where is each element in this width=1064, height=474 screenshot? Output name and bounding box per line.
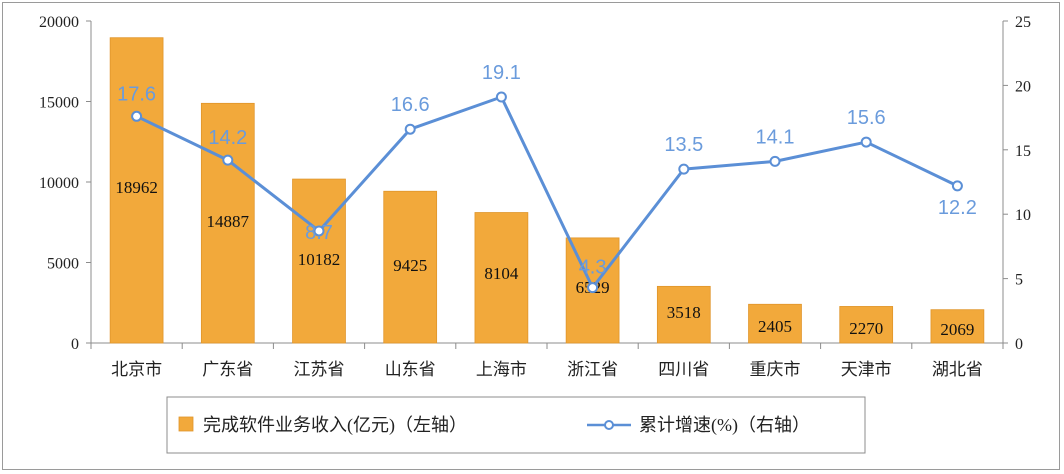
bar-data-label: 2270 — [849, 319, 883, 338]
line-data-label: 12.2 — [938, 197, 977, 219]
left-tick-label: 0 — [71, 336, 79, 353]
line-point — [860, 136, 872, 148]
bar-data-label: 10182 — [298, 250, 341, 269]
left-tick-label: 5000 — [47, 256, 79, 273]
bar — [109, 37, 164, 344]
legend-bar-swatch — [178, 416, 194, 432]
legend-box — [166, 396, 866, 454]
bar-data-label: 2069 — [940, 320, 974, 339]
bar-data-label: 9425 — [393, 256, 427, 275]
bar-series — [109, 37, 985, 344]
line-point — [587, 282, 599, 294]
bar-data-label: 14887 — [207, 212, 250, 231]
bar-data-label: 8104 — [484, 264, 519, 283]
category-label: 四川省 — [658, 360, 709, 379]
bar — [383, 190, 438, 344]
right-tick-label: 20 — [1015, 78, 1031, 95]
line-point — [495, 91, 507, 103]
line-data-label: 16.6 — [391, 94, 430, 116]
line-data-label: 15.6 — [847, 107, 886, 129]
category-label: 湖北省 — [932, 360, 983, 379]
left-tick-label: 15000 — [39, 95, 79, 112]
line-point — [313, 225, 325, 237]
category-label: 上海市 — [476, 360, 527, 379]
bar — [292, 178, 346, 344]
category-label: 北京市 — [111, 360, 162, 379]
line-data-label: 8.7 — [305, 222, 333, 244]
category-label: 天津市 — [841, 360, 892, 379]
line-series — [131, 91, 963, 294]
line-data-labels: 17.6 14.2 8.7 16.6 19.1 4.3 13.5 14.1 15.6 12.2 — [117, 62, 977, 279]
bar — [839, 306, 894, 344]
bar — [930, 309, 985, 344]
line-point — [769, 155, 781, 167]
bar-data-label: 3518 — [667, 303, 701, 322]
right-tick-label: 10 — [1015, 207, 1031, 224]
legend-line-marker — [604, 420, 614, 430]
bar — [200, 102, 255, 344]
legend-line-label: 累计增速(%)（右轴） — [639, 415, 810, 436]
right-tick-label: 15 — [1015, 143, 1031, 160]
category-label: 广东省 — [202, 360, 253, 379]
bar-data-label: 2405 — [758, 317, 792, 336]
combo-chart: 0 5000 10000 15000 20000 0 5 10 15 20 25 18962 1488… — [39, 14, 1031, 454]
right-tick-label: 5 — [1015, 272, 1023, 289]
line-point — [678, 163, 690, 175]
line-data-label: 19.1 — [482, 62, 521, 84]
legend: 完成软件业务收入(亿元)（左轴） 累计增速(%)（右轴） — [166, 396, 866, 454]
line-data-label: 14.2 — [208, 127, 247, 149]
line-point — [131, 110, 143, 122]
line-point — [404, 123, 416, 135]
category-label: 江苏省 — [294, 360, 345, 379]
legend-bar-label: 完成软件业务收入(亿元)（左轴） — [203, 415, 467, 436]
growth-line — [135, 95, 959, 290]
right-tick-label: 25 — [1015, 14, 1031, 31]
line-data-label: 14.1 — [756, 126, 795, 148]
line-point — [222, 154, 234, 166]
left-tick-label: 10000 — [39, 175, 79, 192]
bar — [656, 285, 711, 344]
right-tick-label: 0 — [1015, 336, 1023, 353]
bar — [474, 212, 529, 344]
category-label: 山东省 — [385, 360, 436, 379]
left-tick-label: 20000 — [39, 14, 79, 31]
line-data-label: 17.6 — [117, 83, 156, 105]
category-label: 重庆市 — [750, 360, 801, 379]
axes: 0 5000 10000 15000 20000 0 5 10 15 20 25 — [39, 14, 1031, 353]
category-label: 浙江省 — [567, 360, 618, 379]
bar — [748, 303, 802, 344]
bar-data-label: 18962 — [115, 178, 158, 197]
line-data-label: 13.5 — [664, 134, 703, 156]
category-axis-labels: 北京市 广东省 江苏省 山东省 上海市 浙江省 四川省 重庆市 天津市 湖北省 — [111, 360, 983, 379]
line-point — [951, 180, 963, 192]
line-data-label: 4.3 — [579, 257, 607, 279]
